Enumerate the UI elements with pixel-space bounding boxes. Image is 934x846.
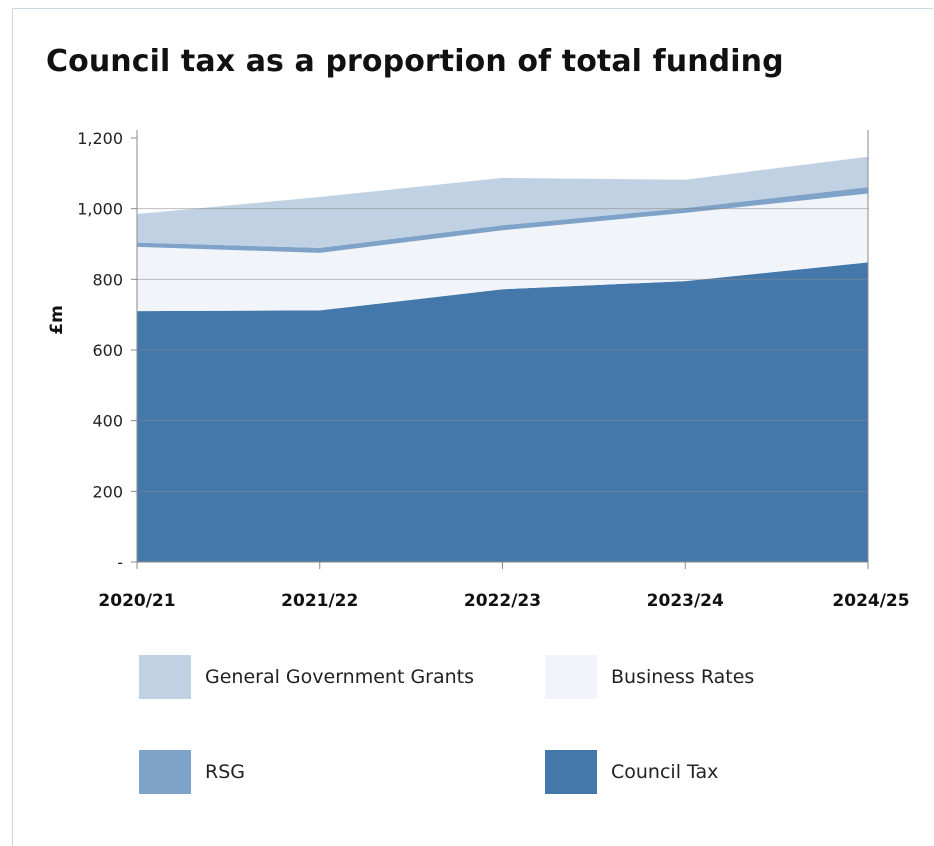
y-tick-label: - [117, 553, 123, 572]
y-tick-label: 800 [92, 270, 123, 289]
legend-swatch-council-tax [545, 750, 597, 794]
x-tick-label: 2023/24 [647, 591, 724, 611]
chart-title: Council tax as a proportion of total fun… [46, 44, 784, 79]
area-council-tax [137, 262, 868, 562]
x-tick-label: 2020/21 [98, 591, 175, 611]
area-rsg [137, 187, 868, 253]
area-business-rates [137, 193, 868, 312]
legend-swatch-business-rates [545, 655, 597, 699]
y-tick-label: 400 [92, 412, 123, 431]
y-tick-label: 200 [92, 482, 123, 501]
legend-item-council-tax: Council Tax [545, 750, 718, 794]
legend-label: Business Rates [611, 666, 755, 688]
x-tick-label: 2022/23 [464, 591, 541, 611]
legend-swatch-general-government-grants [139, 655, 191, 699]
legend-item-business-rates: Business Rates [545, 655, 754, 699]
x-tick-label: 2021/22 [281, 591, 358, 611]
area-general-government-grants [137, 156, 868, 248]
y-tick-label: 1,200 [77, 129, 123, 148]
y-tick-label: 600 [92, 341, 123, 360]
y-tick-label: 1,000 [77, 200, 123, 219]
legend-swatch-rsg [139, 750, 191, 794]
legend-label: Council Tax [611, 761, 719, 783]
legend-label: General Government Grants [205, 666, 475, 688]
legend-item-general-government-grants: General Government Grants [139, 655, 474, 699]
legend-label: RSG [205, 761, 245, 783]
legend-item-rsg: RSG [139, 750, 245, 794]
x-tick-label: 2024/25 [832, 591, 909, 611]
y-axis-title: £m [47, 305, 67, 335]
